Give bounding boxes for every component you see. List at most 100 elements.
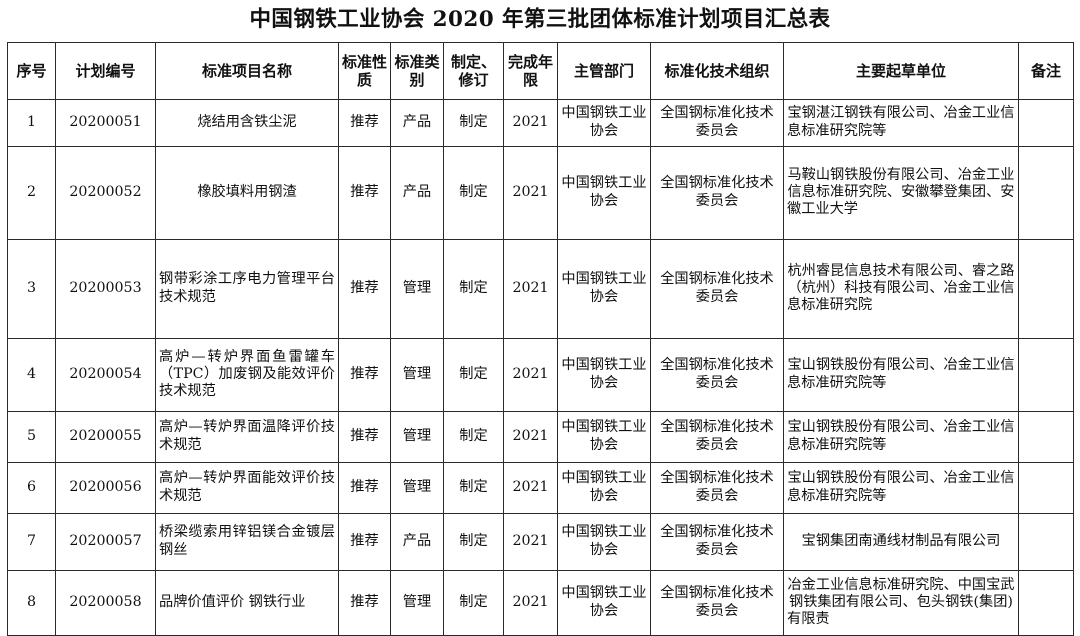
column-header-type: 制定、修订 [443,41,504,100]
cell-dept: 中国钢铁工业协会 [557,337,651,412]
column-header-name: 标准项目名称 [155,41,339,100]
cell-type: 制定 [443,145,504,240]
cell-index: 5 [7,410,56,463]
cell-nature: 推荐 [338,569,391,636]
cell-index: 2 [7,145,56,240]
cell-index: 7 [7,512,56,571]
table-row: 5 20200055 高炉—转炉界面温降评价技术规范 推荐 管理 制定 2021… [7,410,1074,463]
column-header-plan-no: 计划编号 [55,41,156,100]
cell-drafters: 杭州睿昆信息技术有限公司、睿之路（杭州）科技有限公司、冶金工业信息标准研究院 [783,238,1019,339]
table-header: 序号 计划编号 标准项目名称 标准性质 标准类别 制定、修订 完成年限 主管部门… [7,41,1074,100]
cell-year: 2021 [503,337,558,412]
cell-nature: 推荐 [338,238,391,339]
cell-plan-no: 20200052 [55,145,156,240]
cell-drafters: 宝山钢铁股份有限公司、冶金工业信息标准研究院等 [783,461,1019,514]
cell-remark [1018,512,1074,571]
cell-remark [1018,98,1074,147]
cell-name: 橡胶填料用钢渣 [155,145,339,240]
cell-year: 2021 [503,512,558,571]
cell-drafters: 冶金工业信息标准研究院、中国宝武钢铁集团有限公司、包头钢铁(集团)有限责 [783,569,1019,636]
cell-year: 2021 [503,569,558,636]
cell-name: 高炉—转炉界面鱼雷罐车（TPC）加废钢及能效评价技术规范 [155,337,339,412]
cell-category: 产品 [390,145,444,240]
cell-type: 制定 [443,461,504,514]
cell-drafters: 宝山钢铁股份有限公司、冶金工业信息标准研究院等 [783,337,1019,412]
cell-dept: 中国钢铁工业协会 [557,145,651,240]
table-row: 7 20200057 桥梁缆索用锌铝镁合金镀层钢丝 推荐 产品 制定 2021 … [7,512,1074,571]
cell-tc: 全国钢标准化技术委员会 [650,145,784,240]
cell-index: 6 [7,461,56,514]
cell-plan-no: 20200058 [55,569,156,636]
cell-remark [1018,410,1074,463]
cell-name: 钢带彩涂工序电力管理平台技术规范 [155,238,339,339]
table-row: 2 20200052 橡胶填料用钢渣 推荐 产品 制定 2021 中国钢铁工业协… [7,145,1074,240]
cell-remark [1018,145,1074,240]
cell-nature: 推荐 [338,461,391,514]
cell-dept: 中国钢铁工业协会 [557,238,651,339]
cell-name: 桥梁缆索用锌铝镁合金镀层钢丝 [155,512,339,571]
cell-nature: 推荐 [338,145,391,240]
cell-drafters: 宝山钢铁股份有限公司、冶金工业信息标准研究院等 [783,410,1019,463]
cell-plan-no: 20200057 [55,512,156,571]
cell-tc: 全国钢标准化技术委员会 [650,410,784,463]
cell-nature: 推荐 [338,512,391,571]
column-header-nature: 标准性质 [338,41,391,100]
standards-plan-table: 序号 计划编号 标准项目名称 标准性质 标准类别 制定、修订 完成年限 主管部门… [7,41,1074,636]
column-header-category: 标准类别 [390,41,444,100]
cell-category: 管理 [390,238,444,339]
cell-index: 3 [7,238,56,339]
cell-tc: 全国钢标准化技术委员会 [650,98,784,147]
column-header-index: 序号 [7,41,56,100]
column-header-year: 完成年限 [503,41,558,100]
cell-nature: 推荐 [338,98,391,147]
cell-plan-no: 20200051 [55,98,156,147]
cell-dept: 中国钢铁工业协会 [557,569,651,636]
column-header-remark: 备注 [1018,41,1074,100]
document-page: 中国钢铁工业协会 2020 年第三批团体标准计划项目汇总表 序号 计划编号 标准… [7,7,1074,636]
cell-plan-no: 20200053 [55,238,156,339]
cell-year: 2021 [503,461,558,514]
cell-tc: 全国钢标准化技术委员会 [650,461,784,514]
cell-type: 制定 [443,569,504,636]
cell-category: 管理 [390,461,444,514]
cell-dept: 中国钢铁工业协会 [557,410,651,463]
cell-name: 高炉—转炉界面温降评价技术规范 [155,410,339,463]
cell-index: 8 [7,569,56,636]
cell-nature: 推荐 [338,337,391,412]
table-row: 6 20200056 高炉—转炉界面能效评价技术规范 推荐 管理 制定 2021… [7,461,1074,514]
cell-category: 产品 [390,512,444,571]
page-title: 中国钢铁工业协会 2020 年第三批团体标准计划项目汇总表 [249,7,831,32]
cell-type: 制定 [443,337,504,412]
column-header-dept: 主管部门 [557,41,651,100]
cell-remark [1018,461,1074,514]
table-row: 8 20200058 品牌价值评价 钢铁行业 推荐 管理 制定 2021 中国钢… [7,569,1074,636]
cell-tc: 全国钢标准化技术委员会 [650,512,784,571]
cell-index: 4 [7,337,56,412]
cell-plan-no: 20200055 [55,410,156,463]
cell-dept: 中国钢铁工业协会 [557,461,651,514]
cell-type: 制定 [443,512,504,571]
cell-category: 管理 [390,569,444,636]
cell-drafters: 宝钢集团南通线材制品有限公司 [783,512,1019,571]
cell-category: 管理 [390,337,444,412]
cell-tc: 全国钢标准化技术委员会 [650,238,784,339]
cell-name: 烧结用含铁尘泥 [155,98,339,147]
table-row: 4 20200054 高炉—转炉界面鱼雷罐车（TPC）加废钢及能效评价技术规范 … [7,337,1074,412]
cell-name: 品牌价值评价 钢铁行业 [155,569,339,636]
column-header-drafters: 主要起草单位 [783,41,1019,100]
cell-tc: 全国钢标准化技术委员会 [650,337,784,412]
cell-nature: 推荐 [338,410,391,463]
table-body: 1 20200051 烧结用含铁尘泥 推荐 产品 制定 2021 中国钢铁工业协… [7,98,1074,636]
cell-type: 制定 [443,238,504,339]
cell-year: 2021 [503,98,558,147]
table-row: 3 20200053 钢带彩涂工序电力管理平台技术规范 推荐 管理 制定 202… [7,238,1074,339]
table-header-row: 序号 计划编号 标准项目名称 标准性质 标准类别 制定、修订 完成年限 主管部门… [7,41,1074,100]
cell-index: 1 [7,98,56,147]
cell-remark [1018,569,1074,636]
cell-plan-no: 20200054 [55,337,156,412]
cell-dept: 中国钢铁工业协会 [557,98,651,147]
cell-drafters: 马鞍山钢铁股份有限公司、冶金工业信息标准研究院、安徽攀登集团、安徽工业大学 [783,145,1019,240]
column-header-tc: 标准化技术组织 [650,41,784,100]
cell-type: 制定 [443,98,504,147]
cell-category: 管理 [390,410,444,463]
